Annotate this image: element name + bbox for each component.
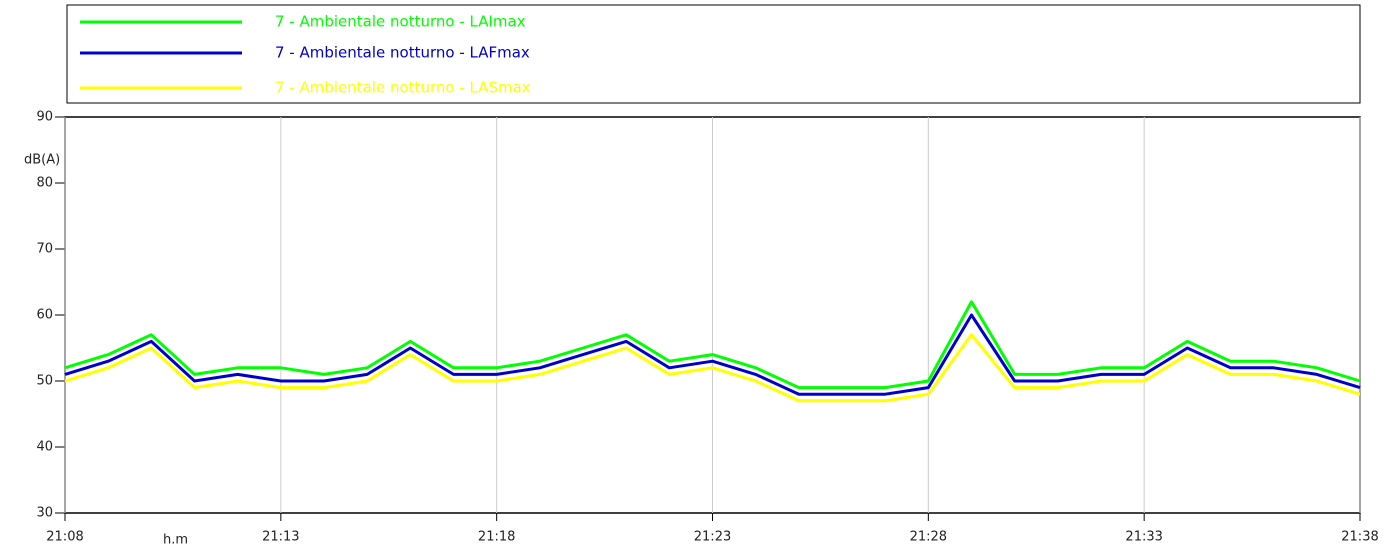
series-line	[64, 333, 1361, 403]
x-tick-label: 21:38	[1341, 530, 1378, 545]
x-tick-label: 21:18	[478, 530, 515, 545]
x-tick-label: 21:23	[694, 530, 731, 545]
y-tick-label: 40	[36, 440, 53, 455]
series-line	[64, 300, 1361, 390]
series-line	[64, 313, 1361, 396]
x-tick-label: 21:08	[46, 530, 83, 545]
legend-box	[66, 4, 1361, 104]
y-tick-label: 80	[36, 176, 53, 191]
x-axis-label: h.m	[163, 533, 188, 548]
y-tick-label: 60	[36, 308, 53, 323]
y-tick-label: 30	[36, 506, 53, 521]
y-axis-label: dB(A)	[24, 153, 60, 168]
x-tick-label: 21:33	[1125, 530, 1162, 545]
legend-label: 7 - Ambientale notturno - LAImax	[275, 13, 526, 31]
y-tick-label: 50	[36, 374, 53, 389]
legend-label: 7 - Ambientale notturno - LASmax	[275, 79, 531, 97]
y-tick-label: 70	[36, 242, 53, 257]
y-tick-label: 90	[36, 110, 53, 125]
x-tick-label: 21:28	[910, 530, 947, 545]
legend-label: 7 - Ambientale notturno - LAFmax	[275, 44, 530, 62]
x-tick-label: 21:13	[262, 530, 299, 545]
